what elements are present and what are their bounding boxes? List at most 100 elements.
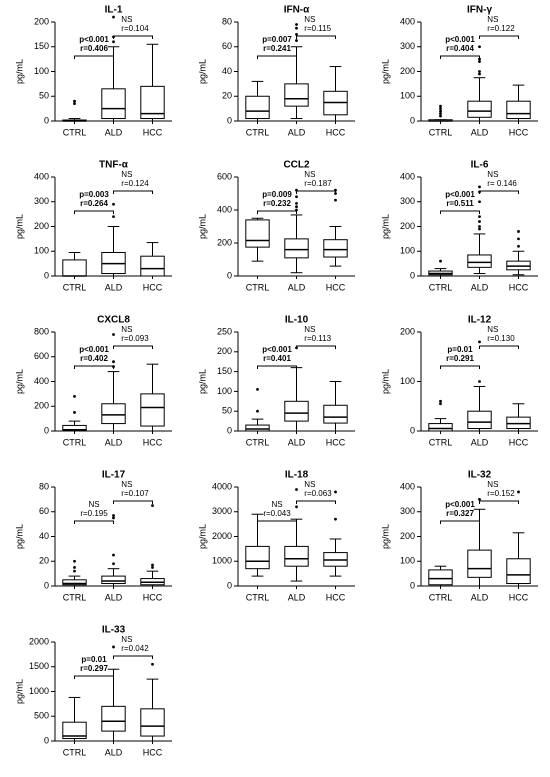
r-value: r=0.115 [304, 24, 331, 33]
y-tick-label: 20 [39, 556, 49, 566]
outlier [256, 388, 259, 391]
outlier [478, 72, 481, 76]
panel-title: CXCL8 [97, 315, 130, 326]
outlier [295, 23, 298, 26]
panel: IL-10 pg/mL 0 50 100 150 200 250 CTRL ALD HCC p<0.0… [197, 315, 355, 447]
y-tick-label: 800 [34, 326, 49, 336]
r-value: r=0.122 [487, 24, 515, 33]
y-tick-label: 60 [222, 41, 232, 51]
outlier [439, 112, 442, 115]
outlier [478, 225, 481, 228]
y-tick-label: 40 [222, 66, 232, 76]
p-value: p<0.001 [79, 35, 109, 44]
r-value: r=0.232 [263, 199, 291, 208]
outlier [439, 107, 442, 111]
bracket [296, 190, 336, 194]
outlier [151, 662, 154, 666]
box [245, 424, 270, 432]
r-value: r=0.404 [446, 44, 474, 53]
box [284, 83, 309, 107]
y-axis-label: pg/mL [380, 524, 390, 549]
x-tick-label: CTRL [63, 592, 87, 602]
x-tick-label: HCC [509, 592, 529, 602]
y-tick-label: 300 [400, 41, 415, 51]
bracket [257, 55, 297, 59]
y-tick-label: 0 [44, 580, 49, 590]
r-value: r=0.042 [121, 644, 149, 653]
p-value: p=0.009 [262, 190, 292, 199]
x-tick-label: CTRL [63, 282, 87, 292]
y-tick-label: 200 [400, 531, 415, 541]
p-value: NS [487, 480, 498, 489]
box [506, 558, 531, 585]
bracket [74, 55, 114, 59]
p-value: NS [304, 480, 315, 489]
x-tick-label: HCC [326, 437, 346, 447]
y-tick-label: 100 [34, 66, 49, 76]
box [101, 88, 126, 120]
x-tick-label: HCC [143, 747, 163, 757]
outlier [517, 237, 520, 241]
outlier [295, 39, 298, 42]
x-tick-label: ALD [471, 282, 489, 292]
bracket [113, 345, 153, 349]
outlier [478, 185, 481, 189]
y-tick-label: 400 [400, 481, 415, 491]
y-tick-label: 50 [222, 406, 232, 416]
y-tick-label: 300 [34, 196, 49, 206]
outlier [73, 566, 76, 569]
bracket [74, 675, 114, 679]
panel: IFN-γ pg/mL 0 100 200 300 400 CTRL ALD HCC p<0.001… [380, 5, 538, 137]
p-value: NS [121, 170, 132, 179]
r-value: r=0.093 [121, 334, 149, 343]
p-value: NS [487, 170, 498, 179]
x-tick-label: ALD [105, 747, 123, 757]
bracket [113, 190, 153, 194]
x-tick-label: ALD [471, 592, 489, 602]
panel-title: IL-12 [468, 315, 492, 326]
x-tick-label: ALD [288, 437, 306, 447]
y-tick-label: 20 [222, 91, 232, 101]
x-tick-label: ALD [288, 282, 306, 292]
y-tick-label: 150 [217, 366, 232, 376]
panel-title: CCL2 [283, 160, 310, 171]
outlier [334, 198, 337, 202]
x-tick-label: ALD [105, 127, 123, 137]
bracket [257, 365, 297, 369]
outlier [295, 202, 298, 205]
y-tick-label: 200 [400, 326, 415, 336]
outlier [112, 215, 115, 219]
x-tick-label: CTRL [246, 437, 270, 447]
panel: IL-32 pg/mL 0 100 200 300 400 CTRL ALD HCC p<0.001… [380, 470, 538, 602]
y-tick-label: 0 [227, 580, 232, 590]
x-tick-label: HCC [143, 592, 163, 602]
p-value: NS [487, 325, 498, 334]
x-tick-label: HCC [326, 282, 346, 292]
y-tick-label: 100 [217, 386, 232, 396]
x-tick-label: CTRL [246, 127, 270, 137]
x-tick-label: HCC [509, 282, 529, 292]
outlier [478, 45, 481, 49]
box [140, 708, 165, 737]
y-tick-label: 600 [34, 351, 49, 361]
y-tick-label: 300 [400, 506, 415, 516]
bracket [74, 520, 114, 524]
outlier [439, 109, 442, 113]
y-axis-label: pg/mL [197, 524, 207, 549]
p-value: p=0.003 [79, 190, 109, 199]
p-value: NS [304, 325, 315, 334]
outlier [112, 333, 115, 336]
p-value: p<0.001 [445, 190, 475, 199]
r-value: r=0.195 [80, 509, 108, 518]
x-tick-label: CTRL [246, 282, 270, 292]
panel-title: IFN-α [284, 5, 310, 16]
outlier [295, 32, 298, 36]
box [62, 259, 87, 277]
box [101, 403, 126, 425]
outlier [517, 230, 520, 233]
y-axis-label: pg/mL [14, 59, 24, 84]
bracket [440, 210, 480, 214]
p-value: p=0.01 [81, 655, 107, 664]
box [467, 410, 492, 430]
